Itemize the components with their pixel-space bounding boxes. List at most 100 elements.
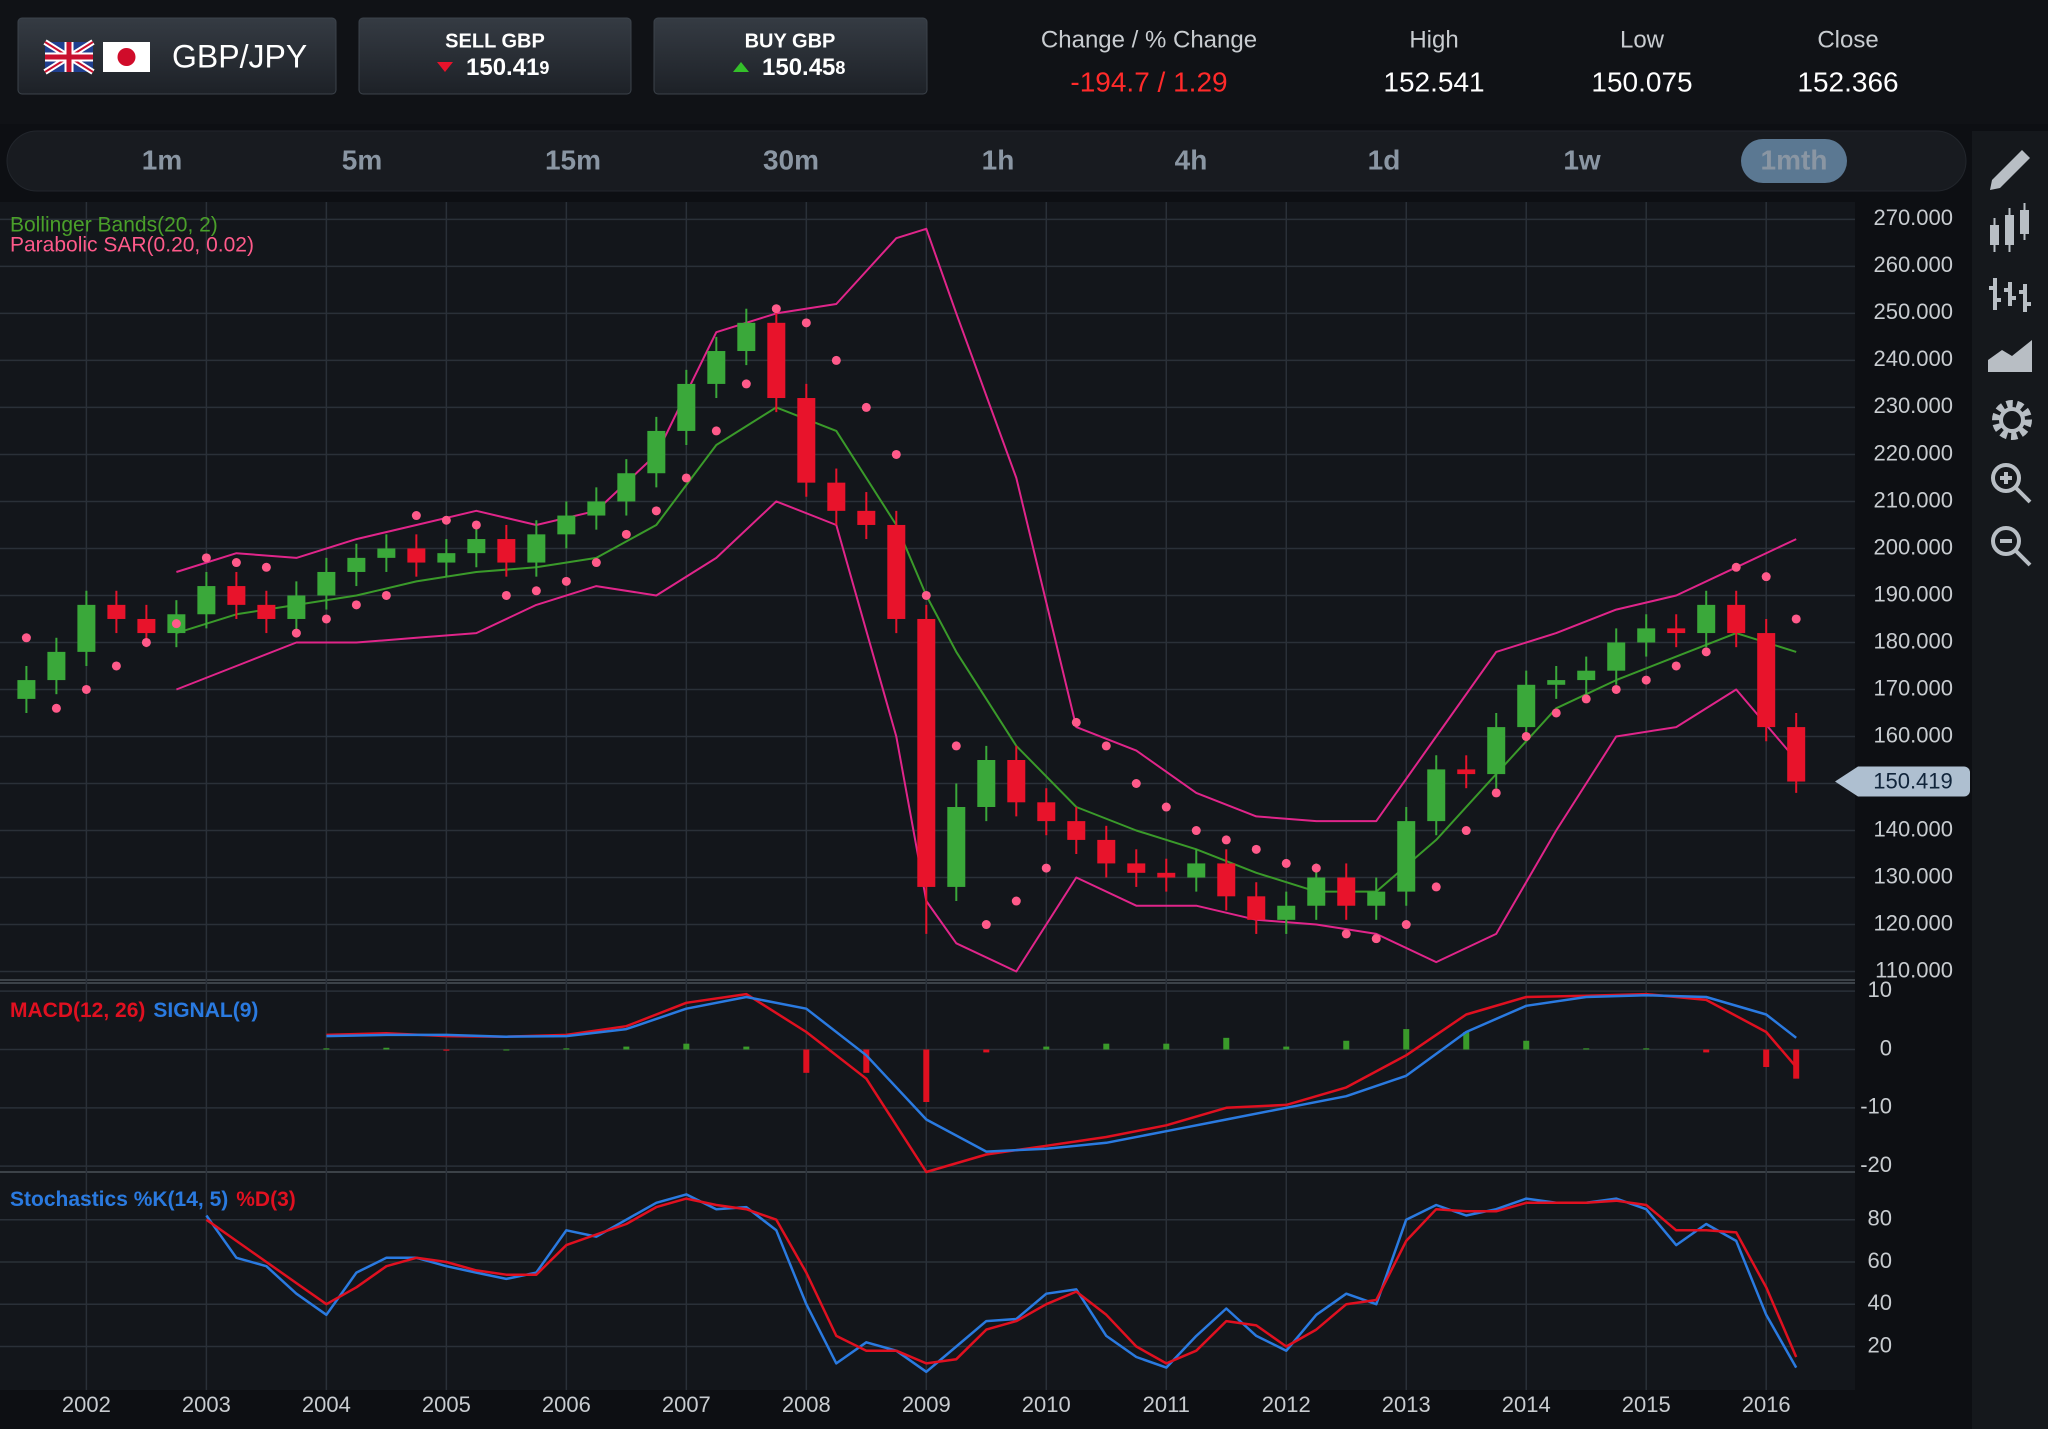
- candle-body: [1487, 727, 1506, 775]
- histogram-bar: [1283, 1046, 1290, 1050]
- sar-dot: [321, 614, 331, 624]
- x-tick-label: 2011: [1143, 1392, 1190, 1417]
- settings-tool[interactable]: [1992, 400, 2032, 440]
- timeframe-button[interactable]: 1mth: [1761, 144, 1828, 175]
- sar-dot: [1251, 844, 1261, 854]
- candle-body: [17, 680, 36, 699]
- candle-body: [287, 595, 306, 619]
- histogram-bar: [683, 1043, 690, 1050]
- candle-body: [767, 322, 786, 399]
- y-tick-label: 0: [1880, 1035, 1892, 1060]
- sar-dot: [1581, 694, 1591, 704]
- stat-label: Close: [1817, 26, 1878, 53]
- stat-value: 152.541: [1383, 66, 1484, 97]
- timeframe-button[interactable]: 1w: [1563, 144, 1601, 175]
- histogram-bar: [1463, 1032, 1470, 1050]
- candle-body: [1187, 863, 1206, 878]
- timeframe-button[interactable]: 5m: [342, 144, 382, 175]
- y-tick-label: 10: [1868, 977, 1892, 1002]
- y-tick-label: 230.000: [1873, 393, 1953, 418]
- stat-label: Low: [1620, 26, 1665, 53]
- sar-dot: [771, 304, 781, 314]
- sell-button[interactable]: [358, 17, 632, 95]
- sar-dot: [951, 741, 961, 751]
- histogram-bar: [1583, 1048, 1590, 1050]
- bar-tool[interactable]: [1989, 278, 2031, 312]
- sar-dot: [621, 529, 631, 539]
- sar-dot: [711, 426, 721, 436]
- labels: 2002 2003 2004 2005 2006 2007 2008 2009 2010 2011…: [10, 205, 1970, 1417]
- sar-dot: [1761, 572, 1771, 582]
- candle-body: [1127, 863, 1146, 873]
- y-tick-label: 270.000: [1873, 205, 1953, 230]
- timeframe-button[interactable]: 1d: [1368, 144, 1401, 175]
- histogram-bar: [1763, 1049, 1770, 1067]
- candle-body: [1547, 680, 1566, 685]
- sar-dot: [441, 515, 451, 525]
- y-tick-label: 160.000: [1873, 722, 1953, 747]
- pair-selector[interactable]: [17, 17, 337, 95]
- candle-body: [1277, 905, 1296, 920]
- sar-dot: [1071, 717, 1081, 727]
- candle-body: [617, 473, 636, 502]
- candle-body: [1307, 877, 1326, 906]
- header-bg: [0, 0, 2048, 124]
- candle-body: [497, 539, 516, 563]
- legend-entry: Bollinger Bands(20, 2): [10, 214, 218, 237]
- zoom-in[interactable]: [1991, 463, 2032, 504]
- series-line: [326, 994, 1797, 1153]
- sar-dot: [1311, 863, 1321, 873]
- sar-dot: [471, 520, 481, 530]
- x-tick-label: 2003: [182, 1392, 231, 1417]
- sar-dot: [801, 318, 811, 328]
- candle-body: [1697, 604, 1716, 634]
- candle-body: [437, 553, 456, 563]
- candle-body: [1757, 633, 1776, 728]
- y-tick-label: 20: [1868, 1332, 1892, 1357]
- timeframe-button[interactable]: 1h: [982, 144, 1015, 175]
- candle-body: [1637, 628, 1656, 643]
- timeframe-button[interactable]: 30m: [763, 144, 819, 175]
- sar-dot: [351, 600, 361, 610]
- candle-body: [467, 539, 486, 554]
- y-tick-label: -20: [1860, 1152, 1892, 1177]
- histogram-bar: [1343, 1040, 1350, 1050]
- y-tick-label: 250.000: [1873, 299, 1953, 324]
- buy-price-main: 150.45: [762, 54, 835, 81]
- sell-price: 150.419: [466, 54, 549, 81]
- timeframe-button[interactable]: 4h: [1175, 144, 1208, 175]
- legend: Stochastics %K(14, 5) %D(3): [10, 1188, 296, 1211]
- zoom-out[interactable]: [1991, 526, 2032, 567]
- histogram-bar: [1103, 1043, 1110, 1050]
- timeframe-button[interactable]: 15m: [545, 144, 601, 175]
- timeframe-button[interactable]: 1m: [142, 144, 182, 175]
- candle-body: [1607, 642, 1626, 671]
- sar-dot: [531, 586, 541, 596]
- draw-tool[interactable]: [1990, 150, 2030, 190]
- candle-body: [1667, 628, 1686, 634]
- y-tick-label: 220.000: [1873, 440, 1953, 465]
- x-tick-label: 2013: [1382, 1392, 1431, 1417]
- timeframe-bar: [6, 130, 1967, 192]
- candle-body: [1457, 769, 1476, 775]
- y-tick-label: -10: [1860, 1094, 1892, 1119]
- candle-body: [917, 618, 936, 887]
- candle-body: [1217, 863, 1236, 897]
- x-tick-label: 2016: [1742, 1392, 1791, 1417]
- y-tick-label: 60: [1868, 1248, 1892, 1273]
- candle-body: [137, 618, 156, 634]
- candle-body: [77, 604, 96, 652]
- histogram-bar: [743, 1046, 750, 1050]
- sar-dot: [1401, 920, 1411, 930]
- area-tool[interactable]: [1988, 340, 2032, 372]
- candle-body: [707, 351, 726, 384]
- y-tick-label: 190.000: [1873, 581, 1953, 606]
- sar-dot: [231, 558, 241, 568]
- buy-button[interactable]: [653, 17, 928, 95]
- candle-body: [557, 515, 576, 535]
- buy-label: BUY GBP: [745, 30, 836, 52]
- candle-tool[interactable]: [1990, 203, 2029, 252]
- sar-dot: [1641, 675, 1651, 685]
- histogram-bar: [623, 1046, 630, 1050]
- bollinger-upper: [176, 227, 1797, 823]
